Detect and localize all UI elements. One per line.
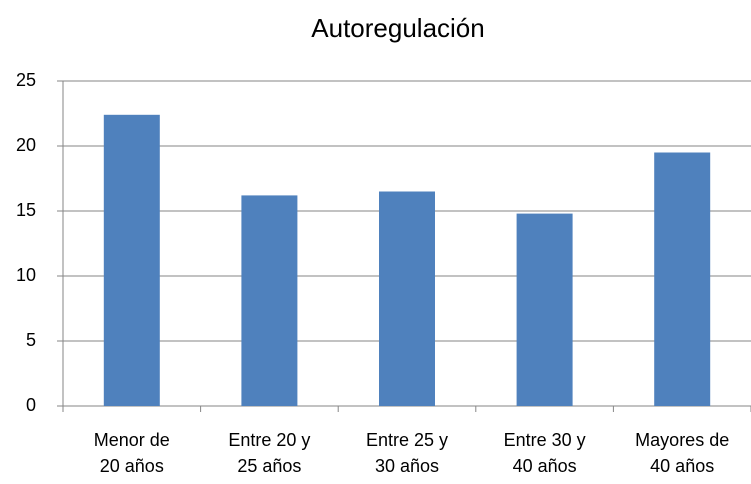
x-tick-label: Menor de 20 años: [94, 430, 170, 476]
x-tick-label: Mayores de 40 años: [635, 430, 729, 476]
y-tick-label: 25: [16, 70, 36, 90]
bar: [241, 195, 298, 406]
x-tick-label: Entre 20 y 25 años: [228, 430, 310, 476]
y-tick-label: 20: [16, 135, 36, 155]
y-tick-label: 5: [26, 330, 36, 350]
bar: [379, 191, 435, 406]
y-tick-label: 10: [16, 265, 36, 285]
chart-title: Autoregulación: [311, 13, 484, 43]
x-tick-label: Entre 30 y 40 años: [504, 430, 586, 476]
y-tick-label: 15: [16, 200, 36, 220]
x-tick-label: Entre 25 y 30 años: [366, 430, 448, 476]
y-tick-label: 0: [26, 395, 36, 415]
bar: [103, 114, 160, 407]
bar: [516, 213, 573, 406]
bar: [654, 152, 711, 406]
